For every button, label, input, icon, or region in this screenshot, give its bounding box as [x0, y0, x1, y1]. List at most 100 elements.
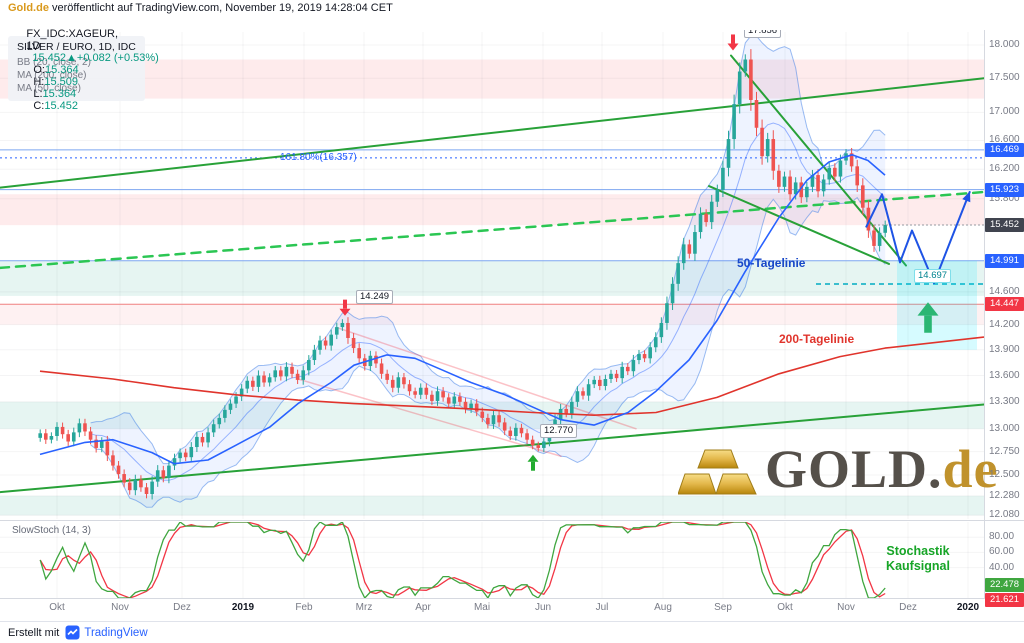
price-tick-12.08: 12.080: [989, 509, 1020, 521]
price-tick-17.5: 17.500: [989, 72, 1020, 84]
candle-body: [217, 417, 222, 425]
down-arrow-icon: [727, 43, 739, 51]
zone-band-4: [0, 304, 984, 325]
symbol-line: FX_IDC:XAGEUR, 1D 15.452▲+0.082 (+0.53%)…: [8, 16, 159, 124]
projection-arrowhead-icon: [962, 191, 971, 203]
signal-line1: Stochastik: [886, 544, 950, 558]
candle-body: [452, 396, 457, 404]
level-label-14.697: 14.697: [914, 269, 952, 284]
candle-body: [866, 207, 871, 231]
price-badge-15.452: 15.452: [985, 217, 1024, 232]
ma200-line: [39, 336, 984, 417]
time-tick-Jun: Jun: [534, 602, 552, 613]
candle-body: [530, 439, 535, 446]
candle-body: [463, 401, 468, 409]
candle-body: [290, 366, 294, 374]
candle-body: [435, 391, 440, 401]
time-tick-2019: 2019: [231, 602, 255, 613]
candle-body: [659, 322, 664, 338]
candle-body: [295, 373, 300, 380]
price-badge-14.991: 14.991: [985, 253, 1024, 268]
candle-body: [183, 452, 188, 458]
price-tick-17: 17.000: [989, 106, 1020, 118]
candle-body: [737, 71, 742, 105]
price-tick-13.3: 13.300: [989, 395, 1020, 407]
candle-body: [564, 408, 569, 414]
main-price-pane[interactable]: [0, 32, 984, 519]
high-value: 15.509: [44, 76, 78, 88]
zone-band-3: [0, 260, 984, 296]
zone-band-1: [0, 59, 984, 99]
candle-body: [838, 160, 843, 177]
golde-logo-watermark: GOLD.de: [678, 436, 999, 502]
candle-body: [709, 201, 714, 223]
candle-body: [318, 340, 322, 350]
candle-body: [379, 363, 384, 374]
candle-body: [872, 230, 876, 246]
watermark-gold-text: GOLD: [765, 439, 929, 499]
candle-body: [704, 213, 708, 223]
time-tick-Okt: Okt: [49, 602, 65, 613]
legend-indicator-bb: BB (20, close, 2): [17, 57, 91, 68]
candle-body: [122, 474, 126, 483]
candle-body: [592, 379, 597, 385]
bollinger-fill: [90, 35, 886, 508]
candle-body: [385, 373, 389, 380]
stoch-k-line: [39, 522, 886, 598]
tradingview-link[interactable]: TradingView: [65, 625, 148, 640]
candle-body: [279, 370, 283, 377]
created-with-text: Erstellt mit: [8, 626, 60, 639]
candle-body: [195, 436, 199, 448]
candle-body: [833, 167, 837, 177]
candle-body: [603, 379, 608, 386]
candle-body: [620, 366, 624, 379]
candle-body: [178, 452, 182, 459]
stoch-tick-40: 40.00: [989, 561, 1015, 573]
time-axis[interactable]: [0, 599, 984, 619]
price-tick-13.9: 13.900: [989, 343, 1020, 355]
candle-body: [497, 415, 501, 423]
candle-body: [167, 465, 171, 478]
candle-body: [346, 322, 350, 338]
candle-body: [155, 470, 160, 482]
time-tick-Mrz: Mrz: [355, 602, 373, 613]
low-value: 15.364: [42, 88, 77, 100]
candle-body: [133, 479, 138, 491]
open-value: 15.364: [44, 64, 79, 76]
candle-body: [676, 263, 680, 284]
candle-body: [256, 375, 261, 387]
gold-bars-icon: [678, 449, 757, 495]
projection-zigzag: [865, 190, 971, 284]
trendline-4: [730, 54, 907, 267]
stochastic-pane[interactable]: [0, 522, 984, 598]
price-tick-14.6: 14.600: [989, 285, 1020, 297]
candle-body: [351, 337, 356, 349]
zone-band-2: [0, 194, 984, 226]
candle-body: [334, 327, 339, 335]
price-change: +0.082 (+0.53%): [76, 52, 159, 64]
price-tick-12.28: 12.280: [989, 489, 1020, 501]
symbol-name: FX_IDC:XAGEUR,: [26, 28, 119, 40]
candle-body: [239, 388, 244, 397]
zone-band-6: [0, 495, 984, 516]
price-axis[interactable]: [985, 30, 1024, 615]
trendline-7: [297, 378, 562, 458]
candle-body: [625, 366, 630, 372]
time-tick-Mai: Mai: [473, 602, 491, 613]
candle-body: [631, 360, 636, 372]
candle-body: [855, 166, 860, 186]
candle-body: [754, 99, 759, 128]
price-badge-14.447: 14.447: [985, 297, 1024, 312]
candle-body: [782, 176, 787, 187]
candle-body: [743, 59, 748, 72]
candle-body: [681, 244, 686, 264]
candle-body: [575, 391, 580, 402]
candle-body: [788, 176, 792, 195]
candles-series: [38, 49, 887, 500]
publisher-name: Gold.de: [8, 2, 49, 14]
time-tick-Apr: Apr: [415, 602, 431, 613]
candle-body: [234, 396, 238, 404]
candle-body: [816, 175, 820, 192]
